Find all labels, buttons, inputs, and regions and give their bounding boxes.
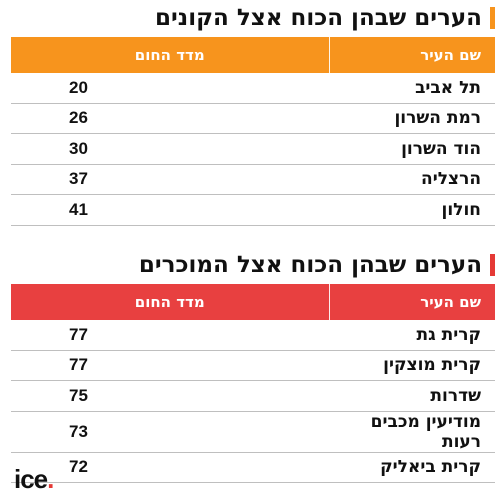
buyers-section: הערים שבהן הכוח אצל הקונים שם העיר מדד ה…	[11, 3, 495, 226]
heat-index: 37	[11, 164, 329, 195]
table-row: קרית מוצקין 77	[11, 350, 495, 381]
buyers-col-city: שם העיר	[328, 37, 495, 73]
table-row: הוד השרון 30	[11, 133, 495, 165]
buyers-table: שם העיר מדד החום תל אביב 20 רמת השרון 26…	[11, 37, 495, 226]
sellers-header-row: שם העיר מדד החום	[11, 284, 495, 320]
heat-index: 75	[11, 380, 329, 412]
table-row: רמת השרון 26	[11, 103, 495, 134]
city-name: הוד השרון	[329, 133, 495, 165]
table-row: שדרות 75	[11, 380, 495, 412]
sellers-col-city: שם העיר	[328, 284, 495, 320]
table-row: מודיעין מכבים רעות 73	[11, 411, 495, 453]
city-name: שדרות	[329, 380, 495, 412]
city-name: חולון	[329, 194, 495, 226]
buyers-title-bar	[490, 7, 495, 29]
sellers-title-bar	[490, 254, 495, 276]
ice-logo: ice.	[14, 464, 54, 495]
sellers-title-text: הערים שבהן הכוח אצל המוכרים	[138, 252, 482, 278]
heat-index: 41	[11, 194, 329, 226]
city-name: קרית מוצקין	[329, 350, 495, 381]
heat-index: 77	[11, 350, 329, 381]
heat-index: 30	[11, 133, 329, 165]
city-name: קרית ביאליק	[329, 452, 495, 483]
table-row: קרית גת 77	[11, 320, 495, 351]
sellers-section: הערים שבהן הכוח אצל המוכרים שם העיר מדד …	[11, 250, 495, 483]
table-row: חולון 41	[11, 194, 495, 226]
heat-index: 73	[11, 411, 329, 453]
buyers-title: הערים שבהן הכוח אצל הקונים	[11, 3, 495, 33]
city-name: מודיעין מכבים רעות	[329, 411, 495, 453]
sellers-col-index: מדד החום	[134, 293, 205, 311]
heat-index: 72	[11, 452, 329, 483]
city-name: קרית גת	[329, 320, 495, 351]
city-name: תל אביב	[329, 73, 495, 104]
sellers-title: הערים שבהן הכוח אצל המוכרים	[11, 250, 495, 280]
sellers-table: שם העיר מדד החום קרית גת 77 קרית מוצקין …	[11, 284, 495, 483]
heat-index: 26	[11, 103, 329, 134]
heat-index: 77	[11, 320, 329, 351]
table-row: הרצליה 37	[11, 164, 495, 195]
buyers-header-row: שם העיר מדד החום	[11, 37, 495, 73]
logo-dot: .	[47, 464, 54, 494]
table-row: תל אביב 20	[11, 73, 495, 104]
heat-index: 20	[11, 73, 329, 104]
city-name: הרצליה	[329, 164, 495, 195]
buyers-title-text: הערים שבהן הכוח אצל הקונים	[155, 5, 482, 31]
city-name: רמת השרון	[329, 103, 495, 134]
logo-text: ice	[14, 464, 48, 494]
buyers-col-index: מדד החום	[134, 46, 205, 64]
table-row: קרית ביאליק 72	[11, 452, 495, 483]
